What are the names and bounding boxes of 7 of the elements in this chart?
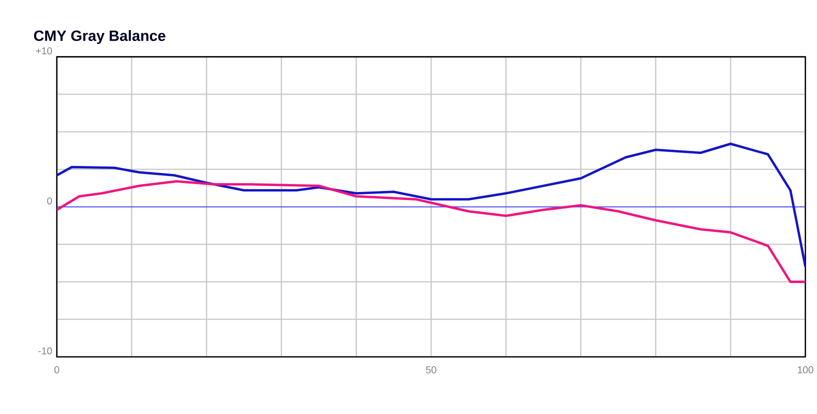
- y-tick-label: +10: [36, 48, 52, 55]
- x-tick-label: 50: [426, 366, 436, 374]
- y-tick-label: 0: [47, 198, 52, 205]
- x-tick-label: 100: [798, 366, 814, 374]
- chart-title: CMY Gray Balance: [34, 30, 166, 44]
- y-tick-label: -10: [38, 348, 52, 355]
- x-tick-label: 0: [54, 366, 60, 374]
